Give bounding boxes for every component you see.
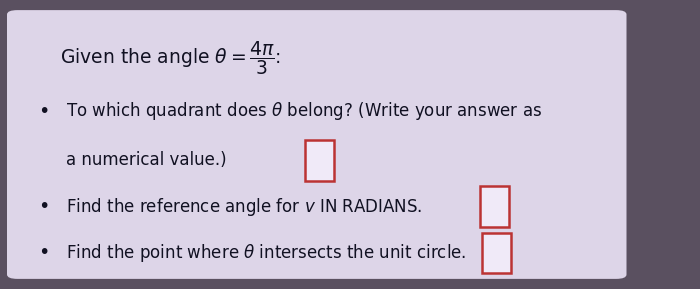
Text: Given the angle $\theta = \dfrac{4\pi}{3}$:: Given the angle $\theta = \dfrac{4\pi}{3… (60, 39, 281, 77)
Text: Find the reference angle for $v$ IN RADIANS.: Find the reference angle for $v$ IN RADI… (66, 196, 423, 218)
Text: •: • (38, 197, 50, 216)
Text: Find the point where $\theta$ intersects the unit circle.: Find the point where $\theta$ intersects… (66, 242, 467, 264)
Text: •: • (38, 102, 50, 121)
Text: a numerical value.): a numerical value.) (66, 151, 227, 169)
FancyBboxPatch shape (7, 10, 626, 279)
Text: To which quadrant does $\theta$ belong? (Write your answer as: To which quadrant does $\theta$ belong? … (66, 100, 542, 122)
FancyBboxPatch shape (480, 186, 509, 227)
Text: •: • (38, 243, 50, 262)
FancyBboxPatch shape (482, 233, 511, 273)
FancyBboxPatch shape (304, 140, 334, 181)
